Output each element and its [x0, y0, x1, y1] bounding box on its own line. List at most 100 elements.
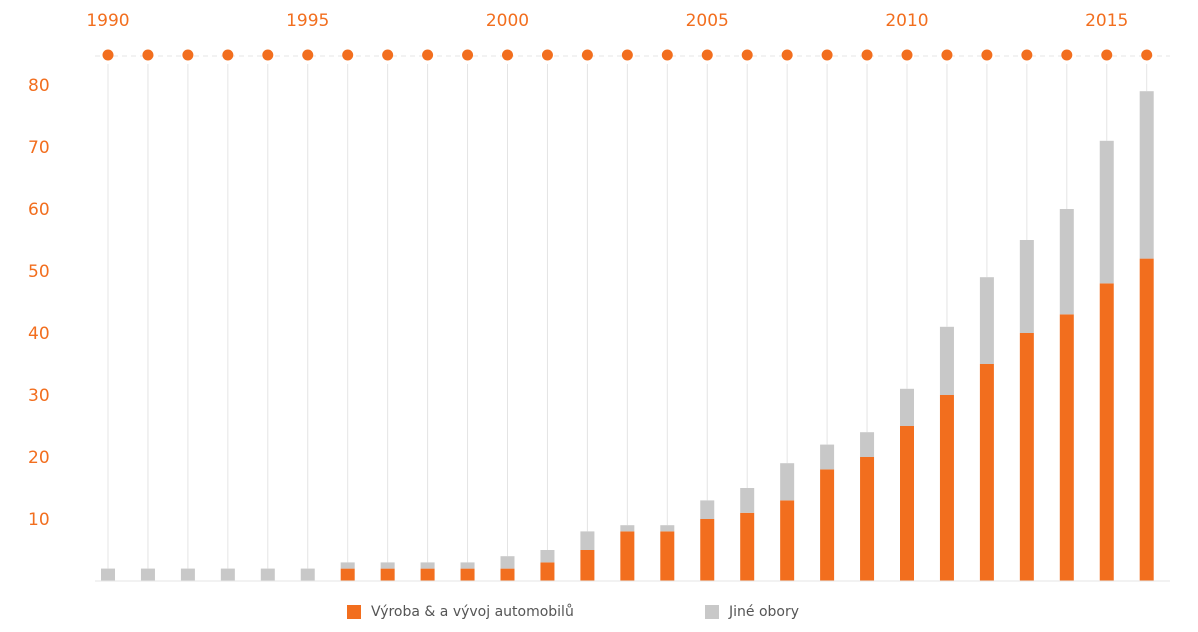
y-tick-label: 70	[28, 138, 50, 158]
year-marker	[462, 49, 474, 61]
bar-automotive	[580, 550, 595, 581]
year-marker	[342, 49, 354, 61]
bar-automotive	[939, 395, 954, 581]
year-marker	[502, 49, 513, 61]
year-marker	[422, 49, 434, 61]
year-marker	[222, 49, 234, 61]
bar-other	[939, 326, 954, 395]
bar-other	[140, 568, 155, 581]
bar-automotive	[700, 519, 715, 581]
y-tick-label: 40	[28, 324, 50, 344]
bar-other	[580, 531, 595, 550]
bar-other	[1059, 209, 1074, 315]
bar-automotive	[820, 469, 835, 581]
bar-other	[220, 568, 235, 581]
x-tick-label: 2005	[686, 11, 729, 31]
y-tick-label: 80	[28, 76, 50, 96]
year-marker	[941, 49, 953, 61]
bar-other	[780, 463, 795, 501]
y-tick-label: 30	[28, 386, 50, 406]
x-tick-label: 1990	[86, 11, 129, 31]
bar-other	[1019, 240, 1034, 333]
bar-automotive	[500, 568, 515, 581]
bar-automotive	[860, 457, 875, 581]
bar-automotive	[900, 426, 914, 581]
bar-automotive	[1099, 283, 1114, 581]
y-tick-label: 20	[28, 448, 50, 468]
bar-automotive	[979, 364, 994, 581]
bar-other	[540, 550, 555, 563]
year-marker	[1061, 49, 1073, 61]
bar-automotive	[1139, 258, 1154, 581]
bar-other	[1099, 140, 1114, 284]
bar-automotive	[780, 500, 795, 581]
bar-other	[620, 525, 635, 532]
year-marker	[901, 49, 913, 61]
bar-automotive	[1059, 314, 1074, 581]
year-markers	[102, 49, 1153, 61]
legend-swatch-other	[705, 605, 719, 619]
bar-other	[500, 556, 515, 569]
legend-swatch-automotive	[347, 605, 361, 619]
bar-other	[340, 562, 355, 569]
year-marker	[581, 49, 593, 61]
x-tick-label: 1995	[286, 11, 329, 31]
bar-automotive	[380, 568, 395, 581]
bar-other	[979, 277, 994, 364]
year-marker	[981, 49, 993, 61]
year-marker	[541, 49, 553, 61]
year-marker	[741, 49, 753, 61]
x-tick-labels: 1990 1995 2000 2005 2010 2015	[86, 11, 1128, 31]
legend-label-other: Jiné obory	[729, 604, 800, 620]
bar-automotive	[340, 568, 355, 581]
bar-other	[900, 388, 914, 426]
year-marker	[142, 49, 154, 61]
bar-automotive	[460, 568, 475, 581]
year-marker	[661, 49, 673, 61]
y-tick-labels: 10 20 30 40 50 60 70 80	[28, 76, 50, 530]
year-marker	[821, 49, 833, 61]
legend-item-automotive: Výroba & a vývoj automobilů	[347, 602, 574, 622]
year-marker	[182, 49, 194, 61]
legend-item-other: Jiné obory	[705, 602, 799, 622]
year-marker	[1021, 49, 1033, 61]
bar-automotive	[660, 531, 675, 581]
bar-other	[740, 488, 755, 513]
year-marker	[302, 49, 314, 61]
year-marker	[1101, 49, 1113, 61]
bar-other	[660, 525, 675, 532]
bar-other	[380, 562, 395, 569]
year-marker	[621, 49, 633, 61]
bar-other	[820, 444, 835, 470]
bar-other	[420, 562, 435, 569]
year-marker	[382, 49, 394, 61]
bar-other	[860, 432, 875, 457]
bar-automotive	[740, 512, 755, 581]
bar-automotive	[420, 568, 435, 581]
bar-other	[1139, 91, 1154, 259]
year-marker	[102, 49, 114, 61]
year-marker	[262, 49, 274, 61]
bar-automotive	[620, 531, 635, 581]
x-tick-label: 2015	[1085, 11, 1128, 31]
year-marker	[701, 49, 713, 61]
y-tick-label: 50	[28, 262, 50, 282]
y-tick-label: 60	[28, 200, 50, 220]
year-marker	[1141, 49, 1153, 61]
bar-other	[180, 568, 195, 581]
bar-other	[700, 500, 715, 519]
x-tick-label: 2000	[486, 11, 529, 31]
year-marker	[861, 49, 873, 61]
legend-label-automotive: Výroba & a vývoj automobilů	[371, 604, 574, 620]
bar-automotive	[540, 562, 555, 581]
bar-other	[460, 562, 475, 569]
bar-other	[260, 568, 275, 581]
bar-other	[300, 568, 315, 581]
x-tick-label: 2010	[885, 11, 928, 31]
y-tick-label: 10	[28, 510, 50, 530]
year-marker	[781, 49, 793, 61]
bar-automotive	[1019, 333, 1034, 581]
bar-other	[101, 568, 115, 581]
vertical-gridlines	[107, 64, 1148, 569]
